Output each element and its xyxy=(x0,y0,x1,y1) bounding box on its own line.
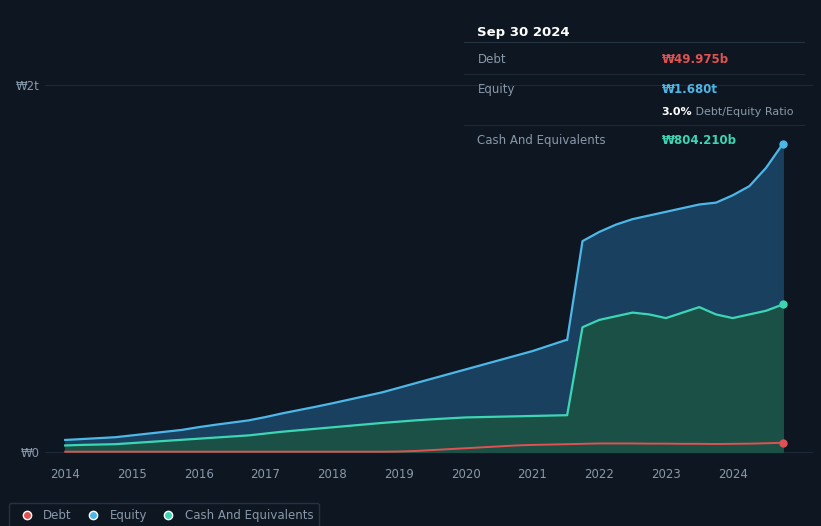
Text: 3.0%: 3.0% xyxy=(662,107,692,117)
Text: Debt/Equity Ratio: Debt/Equity Ratio xyxy=(692,107,794,117)
Point xyxy=(776,439,789,447)
Text: Equity: Equity xyxy=(478,83,515,96)
Text: ₩1.680t: ₩1.680t xyxy=(662,83,718,96)
Legend: Debt, Equity, Cash And Equivalents: Debt, Equity, Cash And Equivalents xyxy=(9,503,319,526)
Text: Sep 30 2024: Sep 30 2024 xyxy=(478,26,570,39)
Text: Debt: Debt xyxy=(478,53,506,66)
Text: ₩804.210b: ₩804.210b xyxy=(662,134,736,147)
Text: ₩49.975b: ₩49.975b xyxy=(662,53,728,66)
Point xyxy=(776,300,789,309)
Text: Cash And Equivalents: Cash And Equivalents xyxy=(478,134,606,147)
Point xyxy=(776,140,789,148)
